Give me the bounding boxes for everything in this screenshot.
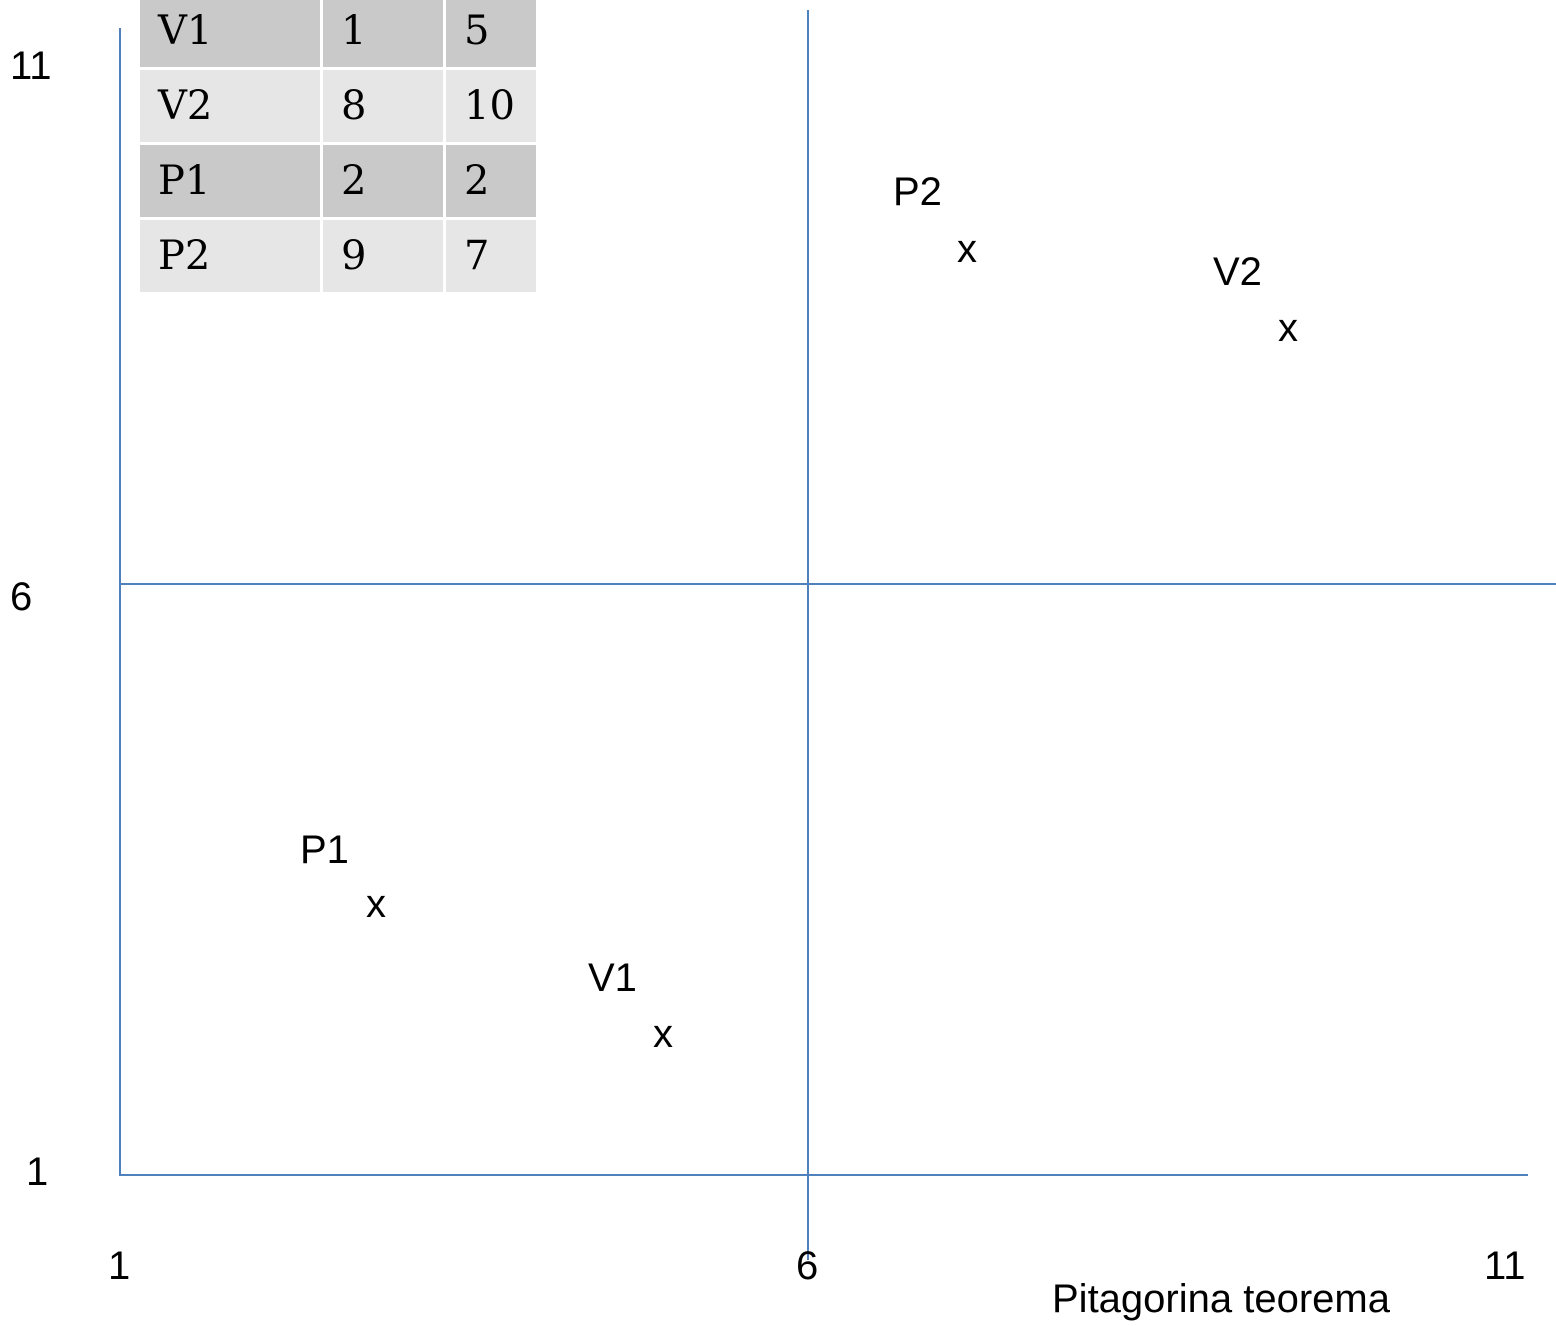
table-cell: 1: [320, 0, 446, 70]
table-cell: 9: [320, 217, 446, 295]
x-tick-label: 6: [796, 1244, 819, 1288]
table-cell: 10: [443, 67, 539, 145]
x-tick-label: 1: [108, 1244, 131, 1288]
table-cell: P1: [137, 142, 323, 220]
coordinates-table: V1 1 5 V2 8 10 P1 2 2 P2 9 7: [137, 0, 539, 295]
point-label-v2: V2: [1213, 250, 1262, 294]
table-row: P2 9 7: [137, 217, 539, 295]
diagram-caption: Pitagorina teorema: [1052, 1277, 1390, 1321]
point-label-p2: P2: [893, 170, 942, 214]
point-label-v1: V1: [588, 956, 637, 1000]
horizontal-divider-line: [119, 583, 1556, 585]
x-tick-label: 11: [1484, 1244, 1526, 1288]
table-cell: 8: [320, 67, 446, 145]
table-cell: 7: [443, 217, 539, 295]
table-cell: 2: [443, 142, 539, 220]
table-cell: 5: [443, 0, 539, 70]
vertical-divider-line: [807, 10, 809, 1260]
table-cell: P2: [137, 217, 323, 295]
y-tick-label: 6: [10, 575, 33, 619]
point-marker-p2: x: [957, 227, 977, 271]
table-cell: V2: [137, 67, 323, 145]
x-axis-line: [119, 1174, 1528, 1176]
table-cell: 2: [320, 142, 446, 220]
table-row: P1 2 2: [137, 142, 539, 220]
point-marker-v1: x: [653, 1012, 673, 1056]
point-marker-v2: x: [1278, 306, 1298, 350]
table-row: V2 8 10: [137, 67, 539, 145]
y-axis-line: [119, 28, 121, 1176]
table-cell: V1: [137, 0, 323, 70]
table-row: V1 1 5: [137, 0, 539, 70]
y-tick-label: 1: [26, 1150, 49, 1194]
point-marker-p1: x: [366, 882, 386, 926]
y-tick-label: 11: [10, 44, 52, 88]
point-label-p1: P1: [300, 828, 349, 872]
